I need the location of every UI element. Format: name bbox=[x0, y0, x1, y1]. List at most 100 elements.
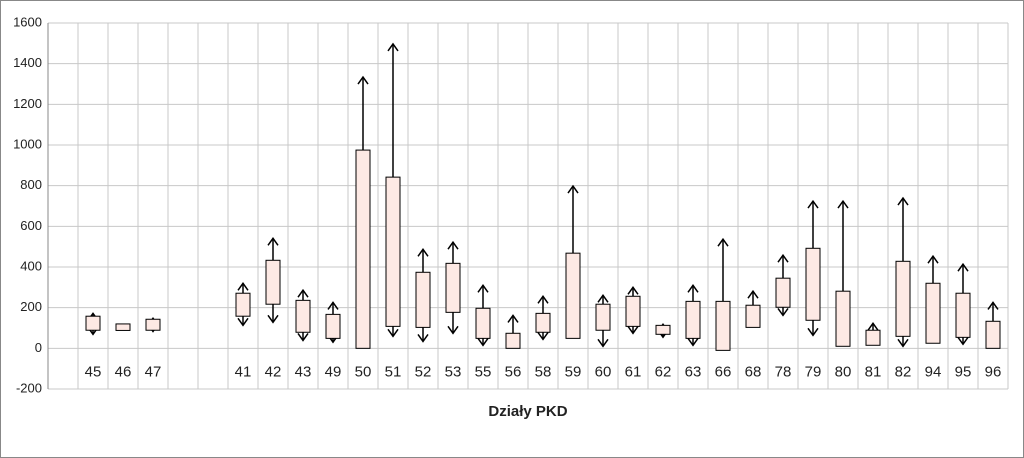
x-tick-label: 66 bbox=[715, 364, 732, 381]
box bbox=[625, 295, 641, 327]
arrow-part bbox=[597, 338, 609, 348]
arrow bbox=[897, 336, 909, 348]
arrow-part bbox=[237, 281, 249, 291]
arrow-part bbox=[387, 328, 399, 338]
box bbox=[595, 303, 611, 331]
arrow-part bbox=[687, 284, 699, 293]
box bbox=[685, 300, 701, 339]
arrow-part bbox=[267, 314, 279, 324]
arrow bbox=[927, 254, 939, 284]
x-tick-label: 62 bbox=[655, 364, 672, 381]
y-tick-label: 1000 bbox=[13, 136, 42, 151]
arrow-part bbox=[417, 248, 429, 257]
arrow-part bbox=[957, 336, 969, 346]
box bbox=[505, 332, 521, 349]
x-tick-label: 59 bbox=[565, 364, 582, 381]
box bbox=[415, 271, 431, 328]
arrow-part bbox=[627, 325, 639, 335]
arrow-part bbox=[957, 262, 969, 272]
arrow-part bbox=[807, 199, 819, 209]
x-tick-label: 96 bbox=[985, 364, 1002, 381]
arrow-part bbox=[897, 338, 909, 348]
box bbox=[265, 259, 281, 305]
x-tick-label: 52 bbox=[415, 364, 432, 381]
arrow-part bbox=[447, 240, 459, 250]
box bbox=[385, 176, 401, 327]
arrow-part bbox=[507, 314, 519, 323]
arrow-part bbox=[297, 332, 309, 342]
arrow bbox=[267, 237, 279, 261]
arrow bbox=[987, 301, 999, 322]
box bbox=[445, 262, 461, 313]
arrow bbox=[957, 336, 969, 346]
box bbox=[895, 260, 911, 337]
arrow bbox=[417, 248, 429, 273]
box bbox=[775, 277, 791, 308]
box bbox=[475, 307, 491, 339]
arrow bbox=[327, 301, 339, 315]
x-tick-label: 42 bbox=[265, 364, 282, 381]
arrow bbox=[897, 196, 909, 262]
x-tick-label: 95 bbox=[955, 364, 972, 381]
arrow-part bbox=[237, 317, 249, 327]
x-tick-label: 63 bbox=[685, 364, 702, 381]
x-axis-title: Działy PKD bbox=[488, 403, 567, 420]
y-tick-label: 1200 bbox=[13, 96, 42, 111]
arrow-part bbox=[627, 286, 639, 295]
x-tick-label: 46 bbox=[115, 364, 132, 381]
arrow-part bbox=[267, 237, 279, 246]
arrow bbox=[957, 262, 969, 294]
box bbox=[355, 149, 371, 349]
x-tick-label: 81 bbox=[865, 364, 882, 381]
arrow bbox=[867, 322, 879, 331]
arrow bbox=[777, 307, 789, 317]
box bbox=[535, 312, 551, 333]
y-tick-label: 1600 bbox=[13, 14, 42, 29]
arrow-part bbox=[987, 301, 999, 310]
x-tick-label: 55 bbox=[475, 364, 492, 381]
x-tick-label: 47 bbox=[145, 364, 162, 381]
box bbox=[145, 318, 161, 331]
arrow bbox=[447, 312, 459, 335]
arrow bbox=[237, 316, 249, 327]
arrow bbox=[387, 42, 399, 178]
y-tick-label: 1400 bbox=[13, 55, 42, 70]
x-tick-label: 78 bbox=[775, 364, 792, 381]
x-tick-label: 60 bbox=[595, 364, 612, 381]
arrow-part bbox=[417, 333, 429, 343]
box bbox=[955, 292, 971, 338]
y-tick-label: 600 bbox=[20, 218, 42, 233]
y-tick-label: 400 bbox=[20, 258, 42, 273]
arrow-part bbox=[597, 293, 609, 303]
x-tick-label: 50 bbox=[355, 364, 372, 381]
arrow-part bbox=[837, 199, 849, 209]
box bbox=[865, 329, 881, 346]
arrow-part bbox=[777, 253, 789, 263]
box bbox=[325, 313, 341, 339]
box bbox=[925, 282, 941, 344]
arrow bbox=[597, 293, 609, 305]
box bbox=[295, 299, 311, 333]
arrow bbox=[627, 286, 639, 297]
arrow-part bbox=[477, 337, 489, 347]
arrow bbox=[477, 337, 489, 347]
arrow-part bbox=[567, 184, 579, 194]
y-tick-label: 0 bbox=[35, 340, 42, 355]
x-tick-label: 43 bbox=[295, 364, 312, 381]
x-tick-label: 80 bbox=[835, 364, 852, 381]
arrow bbox=[687, 284, 699, 302]
arrow-part bbox=[747, 289, 759, 299]
x-tick-label: 41 bbox=[235, 364, 252, 381]
arrow bbox=[687, 337, 699, 347]
arrow-part bbox=[897, 196, 909, 206]
box bbox=[805, 247, 821, 321]
arrow bbox=[387, 326, 399, 338]
y-tick-label: 800 bbox=[20, 177, 42, 192]
arrow-part bbox=[387, 42, 399, 52]
arrow bbox=[567, 184, 579, 254]
x-tick-label: 45 bbox=[85, 364, 102, 381]
arrow bbox=[447, 240, 459, 264]
arrow bbox=[297, 332, 309, 342]
